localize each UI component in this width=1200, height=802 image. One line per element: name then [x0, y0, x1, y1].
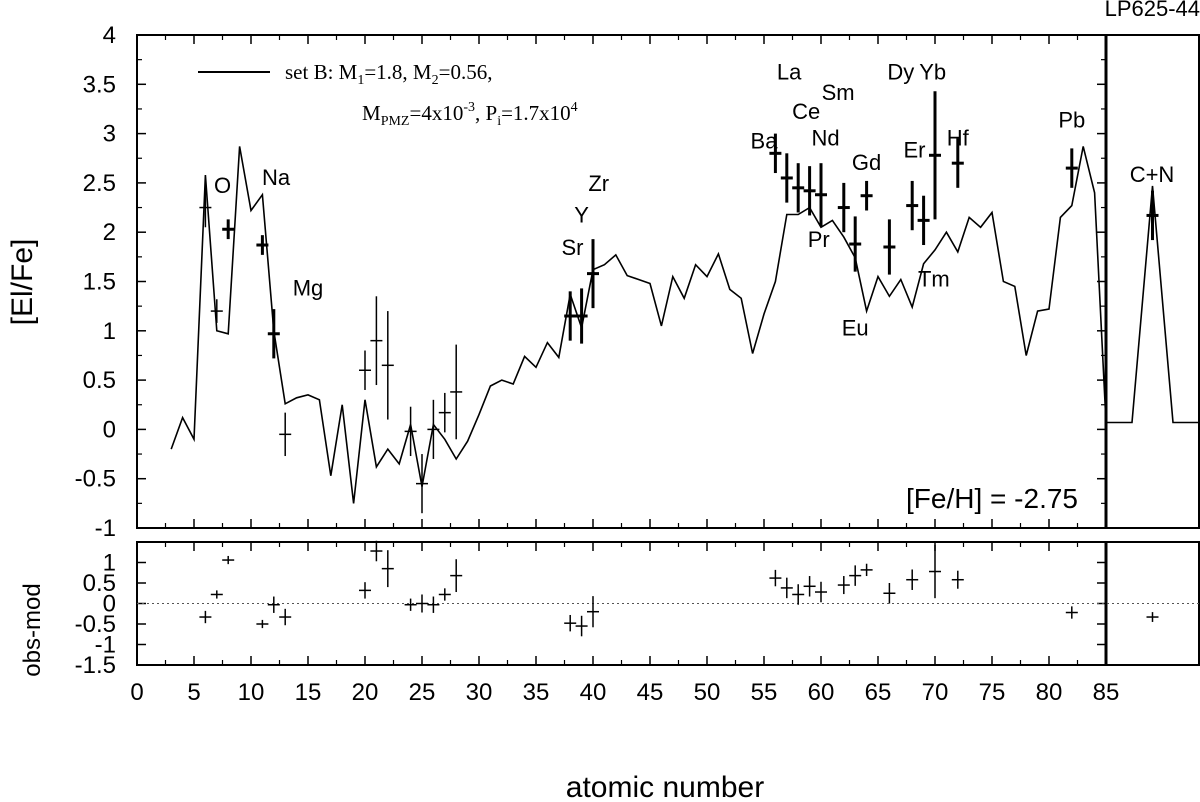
model-line: [170, 146, 1107, 504]
element-label: Pb: [1058, 108, 1085, 133]
y-tick-label: 0: [103, 591, 116, 618]
y-tick-label: 0.5: [83, 570, 116, 597]
element-label: Hf: [947, 125, 970, 150]
element-label: Sm: [822, 80, 855, 105]
element-label: Gd: [852, 150, 881, 175]
element-label: O: [214, 173, 231, 198]
element-label: Sr: [561, 235, 583, 260]
y-tick-label: 2: [103, 219, 116, 246]
element-label: Ce: [792, 99, 820, 124]
element-label: Dy: [887, 59, 914, 84]
y-tick-label: -1.5: [75, 652, 116, 679]
element-label: Na: [262, 165, 291, 190]
element-label: La: [777, 59, 802, 84]
x-tick-label: 35: [523, 679, 550, 706]
y-tick-label: 2.5: [83, 170, 116, 197]
x-tick-label: 75: [979, 679, 1006, 706]
y-tick-label: 1: [103, 550, 116, 577]
y-tick-label: 3: [103, 121, 116, 148]
x-tick-label: 5: [187, 679, 200, 706]
y-tick-label: -1: [95, 632, 116, 659]
element-label: Zr: [588, 171, 609, 196]
x-tick-label: 10: [238, 679, 265, 706]
metallicity-label: [Fe/H] = -2.75: [906, 483, 1078, 514]
inset-label-cn: C+N: [1130, 162, 1175, 187]
x-tick-label: 0: [130, 679, 143, 706]
element-label: Tm: [918, 266, 950, 291]
residual-panel: 0 5 10 15 20 25 30 35 40 45 50 55 60 65 70 75 80 85-1.5-1…: [75, 540, 1200, 706]
legend-line-1: set B: M1=1.8, M2=0.56,: [285, 60, 492, 88]
element-label: Er: [903, 137, 925, 162]
x-tick-label: 40: [580, 679, 607, 706]
element-label: Ba: [751, 128, 779, 153]
x-tick-label: 20: [352, 679, 379, 706]
y-axis-title-residual: obs-mod: [19, 583, 46, 676]
element-label: Y: [574, 202, 589, 227]
y-tick-label: 0: [103, 416, 116, 443]
y-axis-title-main: [El/Fe]: [6, 239, 39, 326]
y-tick-label: 1.5: [83, 269, 116, 296]
element-label: Nd: [811, 125, 839, 150]
x-tick-label: 80: [1036, 679, 1063, 706]
legend: set B: M1=1.8, M2=0.56, MPMZ=4x10-3, Pi=…: [198, 60, 578, 129]
x-tick-label: 85: [1093, 679, 1120, 706]
legend-line-2: MPMZ=4x10-3, Pi=1.7x104: [362, 100, 578, 129]
x-tick-label: 65: [865, 679, 892, 706]
x-tick-label: 25: [409, 679, 436, 706]
main-panel: -1 -0.5 0 0.5 1 1.5 2 2.5 3 3.5 4 O Na Mg Sr Y Zr Ba La CeS…: [75, 22, 1200, 542]
inset-model-line: [1106, 185, 1199, 424]
y-tick-label: 1: [103, 318, 116, 345]
element-label: Yb: [919, 59, 946, 84]
element-label: Eu: [842, 316, 869, 341]
y-tick-label: -1: [95, 515, 116, 542]
x-tick-label: 55: [751, 679, 778, 706]
element-label: Mg: [293, 275, 324, 300]
y-tick-label: 0.5: [83, 367, 116, 394]
x-axis-title: atomic number: [566, 771, 764, 802]
x-tick-label: 50: [694, 679, 721, 706]
element-label: Pr: [808, 227, 830, 252]
y-tick-label: -0.5: [75, 466, 116, 493]
x-tick-label: 15: [295, 679, 322, 706]
y-tick-label: 3.5: [83, 71, 116, 98]
cn-inset-panel: [1106, 185, 1199, 424]
x-tick-label: 30: [466, 679, 493, 706]
x-tick-label: 60: [808, 679, 835, 706]
x-tick-label: 45: [637, 679, 664, 706]
y-tick-label: -0.5: [75, 611, 116, 638]
y-tick-label: 4: [103, 22, 116, 49]
x-tick-label: 70: [922, 679, 949, 706]
star-name: LP625-44: [1105, 0, 1200, 21]
